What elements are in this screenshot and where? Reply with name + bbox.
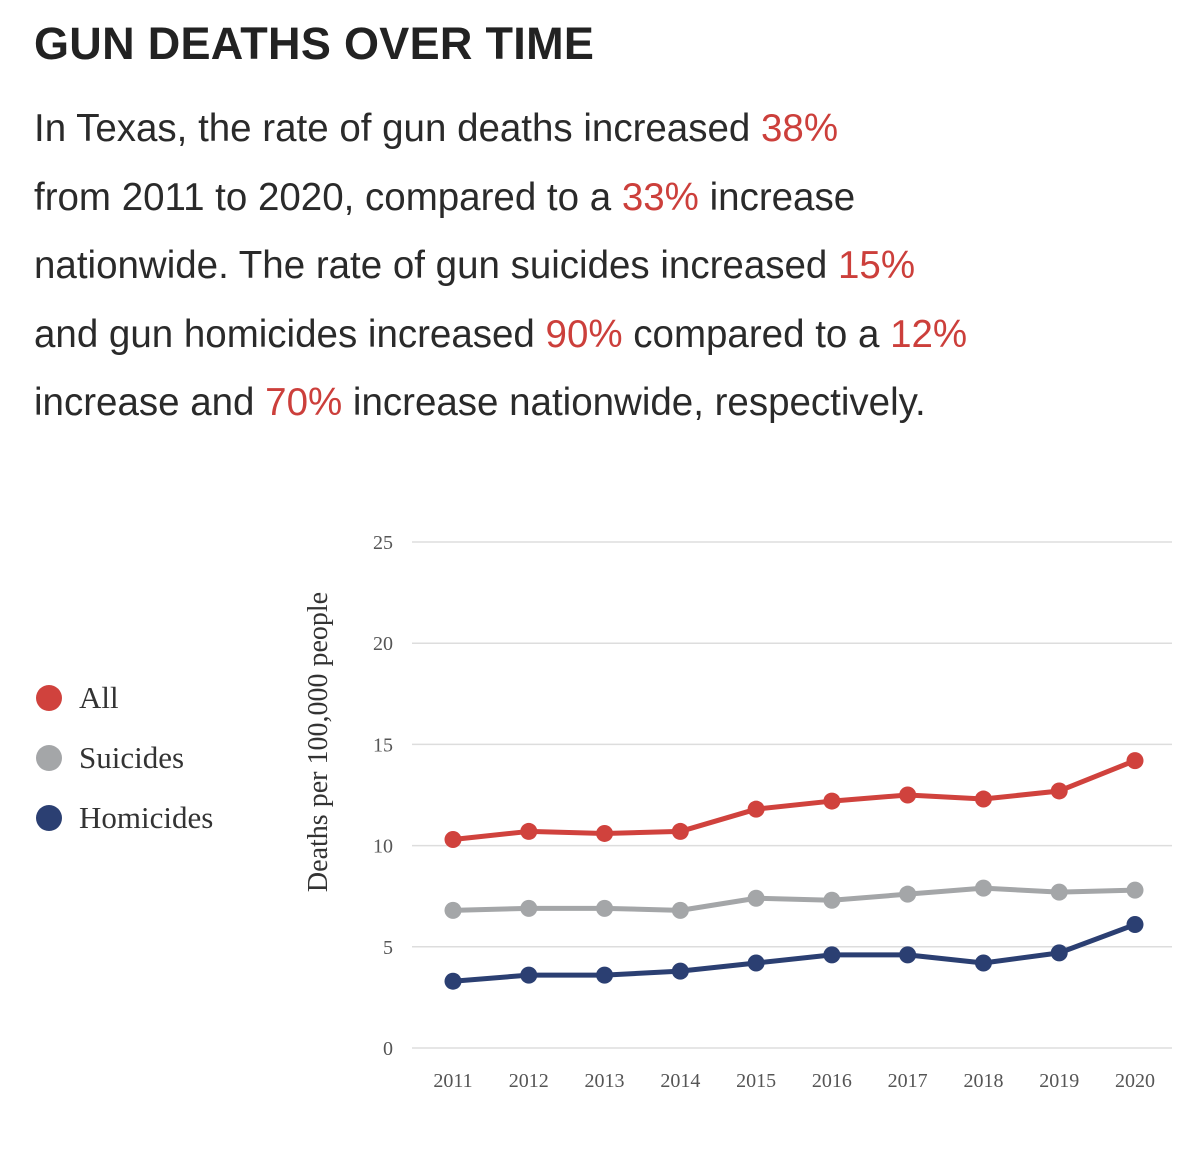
data-point-suicides [974,879,992,897]
y-tick-label: 15 [373,734,393,756]
series-all [444,752,1144,849]
data-point-suicides [1050,883,1068,901]
chart-title: GUN DEATHS OVER TIME [34,18,595,69]
data-point-all [747,800,765,818]
x-tick-label: 2020 [1115,1070,1155,1092]
data-point-all [899,786,917,804]
data-point-all [671,822,689,840]
data-point-all [520,822,538,840]
highlighted-percent: 90% [545,312,623,356]
description-text: increase nationwide, respectively. [342,381,926,424]
data-point-homicides [520,966,538,984]
data-point-homicides [747,954,765,972]
data-point-suicides [747,889,765,907]
data-point-homicides [444,972,462,990]
legend-item-homicides: Homicides [36,788,213,848]
y-tick-label: 25 [373,532,393,554]
description-text: nationwide. The rate of gun suicides inc… [34,244,839,287]
y-tick-label: 20 [373,633,393,655]
data-point-suicides [671,901,689,919]
description-text: and gun homicides increased [34,312,546,356]
x-tick-label: 2015 [736,1070,776,1092]
y-tick-label: 5 [383,937,393,959]
x-tick-label: 2016 [812,1070,852,1092]
x-tick-label: 2019 [1039,1070,1079,1092]
highlighted-percent: 12% [890,312,968,356]
legend-dot [36,685,62,711]
y-axis-ticks: 0 5 10 15 20 25 [373,532,393,1060]
data-point-all [1050,782,1068,800]
data-point-homicides [1126,916,1144,934]
x-tick-label: 2018 [963,1070,1003,1092]
x-tick-label: 2013 [585,1070,625,1092]
data-point-all [596,824,614,842]
x-tick-label: 2012 [509,1070,549,1092]
description-text: compared to a [622,312,891,356]
highlighted-percent: 38% [761,107,839,150]
series-homicides [444,916,1144,990]
data-point-homicides [596,966,614,984]
series-group [444,752,1144,990]
data-point-homicides [899,946,917,964]
data-point-homicides [671,962,689,980]
y-axis-label: Deaths per 100,000 people [303,592,334,892]
highlighted-percent: 33% [621,175,699,219]
description-text: increase and [34,381,266,424]
grid-lines [412,541,1172,1049]
data-point-suicides [596,899,614,917]
x-tick-label: 2011 [433,1070,472,1092]
description-text: increase [698,175,856,219]
legend-dot [36,805,62,831]
legend-dot [36,745,62,771]
data-point-homicides [974,954,992,972]
legend-label: Suicides [79,740,185,775]
series-line-all [450,758,1138,843]
y-tick-label: 10 [373,836,393,858]
description: In Texas, the rate of gun deaths increas… [34,95,1174,438]
data-point-suicides [823,891,841,909]
description-text: from 2011 to 2020, compared to a [34,175,622,219]
series-line-homicides [450,922,1138,984]
x-axis-ticks: 2011 2012 2013 2014 2015 2016 2017 2018 2019 2020 [433,1070,1155,1092]
data-point-all [974,790,992,808]
legend: All Suicides Homicides [36,668,213,848]
data-point-suicides [520,899,538,917]
legend-label: All [79,680,119,715]
x-tick-label: 2014 [660,1070,700,1092]
legend-item-all: All [36,668,213,728]
data-point-suicides [899,885,917,903]
data-point-all [1126,752,1144,770]
data-point-suicides [444,901,462,919]
legend-label: Homicides [79,800,214,835]
x-tick-label: 2017 [888,1070,928,1092]
highlighted-percent: 70% [265,381,343,424]
data-point-all [823,792,841,810]
data-point-all [444,831,462,849]
data-point-homicides [823,946,841,964]
data-point-homicides [1050,944,1068,962]
legend-item-suicides: Suicides [36,728,213,788]
data-point-suicides [1126,881,1144,899]
series-suicides [444,879,1144,919]
y-tick-label: 0 [383,1038,393,1060]
description-text: In Texas, the rate of gun deaths increas… [34,107,761,150]
highlighted-percent: 15% [838,244,916,287]
series-line-suicides [450,885,1138,913]
